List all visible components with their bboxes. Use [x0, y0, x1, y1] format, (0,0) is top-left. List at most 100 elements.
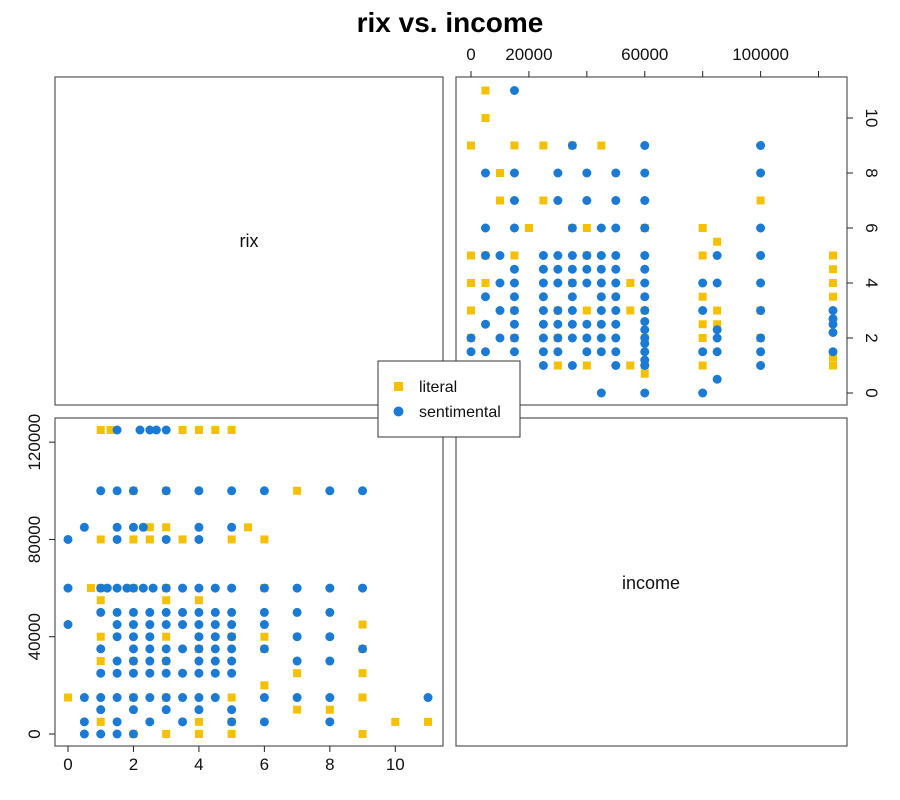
sentimental-point-income-rix-63 — [582, 196, 592, 205]
literal-point-income-rix-19 — [539, 196, 548, 205]
literal-point-rix-income-7 — [96, 717, 105, 726]
rix-right-tick-label-0: 0 — [862, 388, 881, 397]
sentimental-point-rix-income-93 — [138, 583, 148, 593]
income-left-tick-label-0: 0 — [25, 729, 44, 738]
sentimental-point-rix-income-94 — [148, 583, 158, 593]
sentimental-point-rix-income-36 — [210, 668, 220, 678]
sentimental-point-income-rix-61 — [582, 264, 592, 274]
sentimental-point-rix-income-73 — [259, 620, 269, 630]
sentimental-point-income-rix-29 — [538, 361, 548, 370]
literal-point-rix-income-17 — [260, 681, 269, 690]
sentimental-point-income-rix-100 — [640, 223, 650, 233]
sentimental-point-rix-income-2 — [112, 729, 122, 739]
sentimental-point-income-rix-118 — [756, 278, 766, 288]
literal-point-rix-income-47 — [244, 523, 253, 532]
literal-point-rix-income-54 — [194, 426, 203, 434]
panel-rix-label-frame — [54, 76, 444, 406]
legend: literal sentimental — [377, 360, 521, 438]
literal-point-income-rix-1 — [467, 306, 475, 315]
literal-point-income-rix-50 — [756, 196, 765, 205]
literal-point-income-rix-27 — [582, 306, 591, 315]
sentimental-point-income-rix-62 — [582, 251, 592, 260]
rix-right-tick-label-2: 2 — [862, 333, 881, 342]
sentimental-point-income-rix-72 — [596, 251, 606, 260]
sentimental-point-rix-income-1 — [96, 729, 106, 739]
sentimental-point-rix-income-52 — [194, 644, 204, 654]
sentimental-point-rix-income-14 — [128, 693, 138, 703]
literal-point-income-rix-45 — [713, 320, 722, 329]
sentimental-point-income-rix-119 — [756, 251, 766, 260]
literal-point-income-rix-55 — [829, 265, 837, 274]
sentimental-point-rix-income-103 — [358, 583, 368, 593]
literal-point-rix-income-3 — [227, 730, 236, 738]
sentimental-point-income-rix-83 — [611, 251, 621, 260]
literal-point-rix-income-18 — [358, 669, 367, 678]
sentimental-point-rix-income-95 — [161, 583, 171, 593]
sentimental-point-income-rix-89 — [640, 355, 650, 365]
sentimental-point-rix-income-110 — [128, 522, 138, 532]
rix-right-tick-label-10: 10 — [862, 109, 881, 128]
sentimental-point-rix-income-88 — [96, 583, 106, 593]
literal-point-rix-income-45 — [145, 523, 154, 532]
sentimental-point-rix-income-0 — [79, 729, 89, 739]
sentimental-point-rix-income-40 — [145, 656, 155, 666]
rix-bottom-tick-label-10: 10 — [386, 755, 405, 774]
sentimental-point-rix-income-12 — [96, 693, 106, 703]
sentimental-point-rix-income-97 — [194, 583, 204, 593]
sentimental-point-rix-income-63 — [292, 632, 302, 642]
literal-point-rix-income-20 — [96, 657, 105, 666]
sentimental-point-income-rix-110 — [712, 333, 722, 343]
literal-point-rix-income-31 — [96, 596, 105, 605]
sentimental-point-rix-income-58 — [128, 632, 138, 642]
literal-point-rix-income-33 — [194, 596, 203, 605]
sentimental-point-income-rix-13 — [509, 347, 519, 357]
sentimental-point-rix-income-84 — [259, 607, 269, 617]
sentimental-point-income-rix-36 — [538, 264, 548, 274]
income-top-tick-label-100000: 100000 — [732, 45, 789, 64]
sentimental-point-rix-income-123 — [112, 425, 122, 435]
sentimental-point-income-rix-82 — [611, 264, 621, 274]
sentimental-point-rix-income-45 — [292, 656, 302, 666]
literal-point-income-rix-46 — [713, 306, 722, 315]
sentimental-point-rix-income-17 — [178, 693, 188, 703]
sentimental-point-income-rix-97 — [640, 278, 650, 288]
sentimental-point-income-rix-115 — [756, 347, 766, 357]
sentimental-point-rix-income-26 — [161, 705, 171, 715]
sentimental-point-income-rix-73 — [596, 223, 606, 233]
sentimental-point-rix-income-125 — [145, 425, 155, 435]
literal-point-income-rix-5 — [481, 86, 490, 95]
sentimental-point-rix-income-74 — [63, 620, 73, 630]
sentimental-point-income-rix-124 — [828, 328, 838, 337]
sentimental-point-rix-income-8 — [227, 717, 237, 727]
sentimental-point-income-rix-68 — [596, 306, 606, 315]
sentimental-point-income-rix-9 — [480, 223, 490, 233]
sentimental-point-income-rix-113 — [712, 251, 722, 260]
sentimental-point-income-rix-78 — [611, 319, 621, 329]
literal-point-rix-income-41 — [227, 535, 236, 544]
sentimental-point-rix-income-53 — [210, 644, 220, 654]
literal-point-income-rix-29 — [582, 224, 591, 232]
sentimental-point-income-rix-60 — [582, 278, 592, 288]
sentimental-point-income-rix-3 — [466, 333, 476, 343]
sentimental-point-income-rix-53 — [567, 264, 577, 274]
sentimental-point-income-rix-102 — [640, 168, 650, 178]
literal-point-rix-income-32 — [162, 596, 171, 605]
chart-marks — [63, 86, 838, 739]
sentimental-point-rix-income-101 — [292, 583, 302, 593]
sentimental-point-income-rix-107 — [698, 278, 708, 288]
literal-point-income-rix-14 — [510, 141, 519, 150]
sentimental-point-income-rix-105 — [698, 347, 708, 357]
sentimental-point-rix-income-13 — [112, 693, 122, 703]
sentimental-point-rix-income-15 — [145, 693, 155, 703]
literal-point-income-rix-31 — [626, 361, 635, 370]
sentimental-point-income-rix-75 — [611, 361, 621, 370]
sentimental-point-income-rix-31 — [538, 333, 548, 343]
sentimental-point-income-rix-50 — [567, 306, 577, 315]
sentimental-point-rix-income-113 — [227, 522, 237, 532]
sentimental-point-income-rix-71 — [596, 264, 606, 274]
literal-point-rix-income-15 — [64, 693, 72, 702]
sentimental-point-rix-income-49 — [145, 644, 155, 654]
rix-bottom-tick-label-8: 8 — [325, 755, 334, 774]
panel-income-label-frame — [455, 417, 848, 747]
sentimental-point-income-rix-45 — [553, 196, 563, 205]
